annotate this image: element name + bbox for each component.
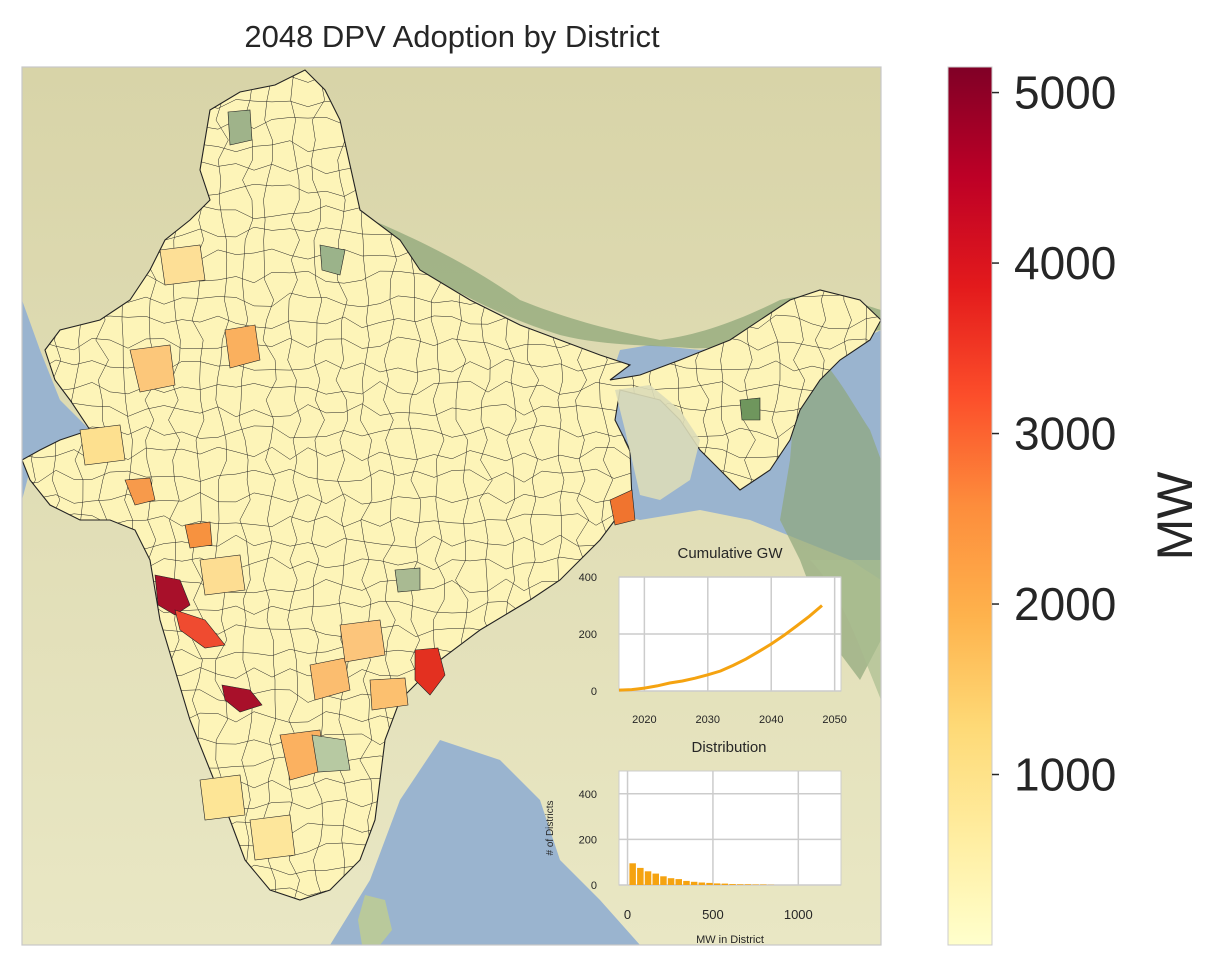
colorbar-tick-label: 3000 [1014,408,1116,460]
colorbar-tick-label: 4000 [1014,237,1116,289]
colorbar: 1000 2000 3000 4000 5000 MW [948,67,1203,945]
colorbar-gradient [948,67,992,945]
distribution-bar [729,884,736,885]
distribution-bar [737,884,744,885]
inset1-x-tick-label: 2020 [632,714,656,726]
distribution-bar [683,881,690,885]
inset1-y-tick-label: 200 [579,629,597,641]
district-fill [228,110,252,145]
distribution-bar [691,882,698,885]
district-fill [312,735,350,772]
distribution-bar [752,885,759,886]
distribution-bar [699,883,706,886]
inset1-title: Cumulative GW [677,545,783,562]
colorbar-tick-label: 1000 [1014,749,1116,801]
inset2-ylabel: # of Districts [545,800,556,855]
inset1-x-tick-label: 2030 [696,714,720,726]
distribution-bar [637,868,644,885]
district-fill [740,398,760,420]
inset2-x-tick-label: 0 [624,907,631,922]
inset2-x-tick-label: 500 [702,907,724,922]
district-fill [200,775,245,820]
inset2-xlabel: MW in District [696,934,764,946]
inset1-y-tick-label: 400 [579,572,597,584]
distribution-bar [745,884,752,885]
inset1-x-tick-label: 2040 [759,714,783,726]
district-fill [340,620,385,662]
inset2-y-tick-label: 400 [579,789,597,801]
inset2-title: Distribution [691,739,766,756]
distribution-bar [645,871,652,885]
district-fill [200,555,245,595]
inset1-x-tick-label: 2050 [822,714,846,726]
colorbar-tick-label: 5000 [1014,67,1116,119]
distribution-bar [722,884,729,885]
district-fill [395,568,420,592]
district-fill [250,815,295,860]
district-fill [160,245,205,285]
inset2-y-tick-label: 0 [591,880,597,892]
distribution-bar [714,883,721,885]
colorbar-tick-label: 2000 [1014,578,1116,630]
distribution-bar [706,883,713,885]
district-fill [225,325,260,368]
map-title: 2048 DPV Adoption by District [244,19,660,54]
district-fill [185,522,212,548]
colorbar-label: MW [1147,471,1203,561]
distribution-bar [760,885,767,886]
inset2-x-tick-label: 1000 [784,907,813,922]
district-fill [370,678,408,710]
inset2-plot-area [619,771,841,885]
distribution-bar [676,879,683,885]
distribution-bar [653,874,660,885]
district-fill [80,425,125,465]
distribution-bar [660,876,667,885]
inset1-y-tick-label: 0 [591,686,597,698]
colorbar-ticks: 1000 2000 3000 4000 5000 [992,67,1116,801]
distribution-bar [668,878,675,885]
inset2-y-tick-label: 200 [579,834,597,846]
distribution-bar [629,863,636,885]
